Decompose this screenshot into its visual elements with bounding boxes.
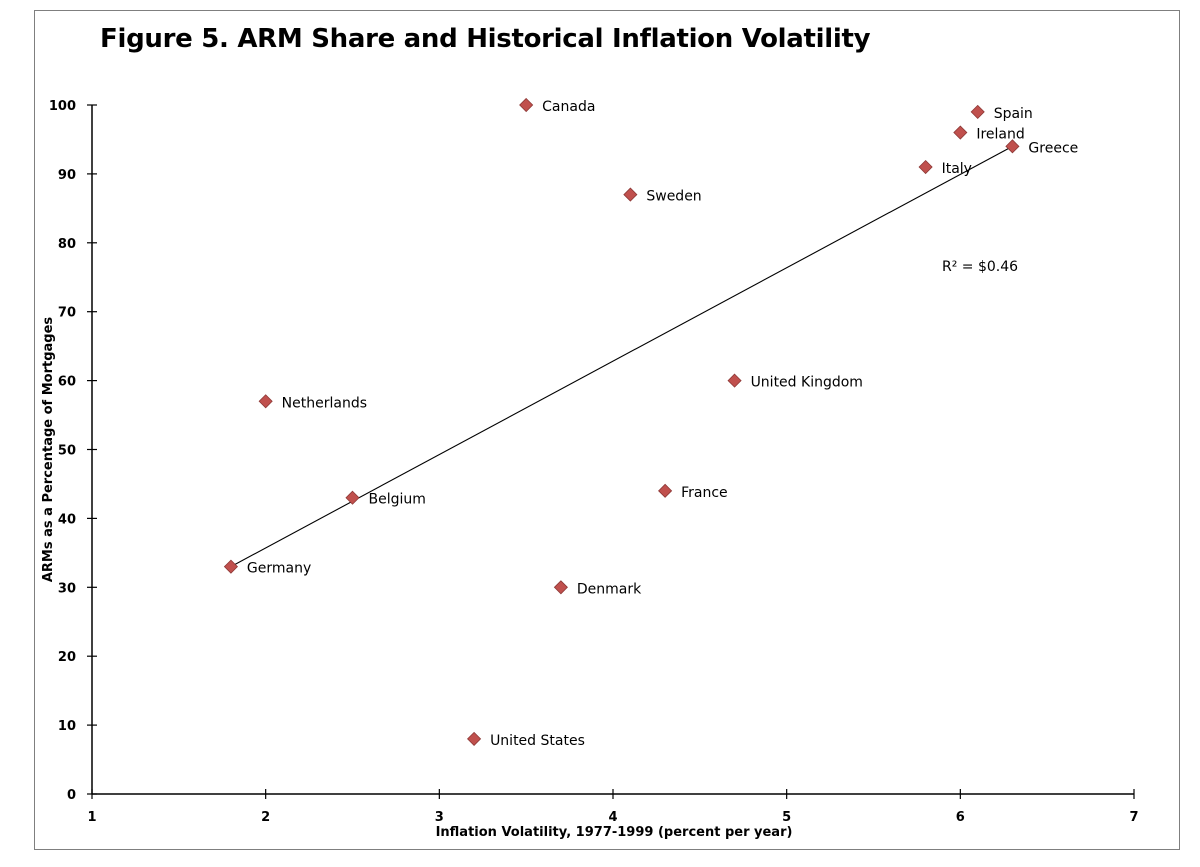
- x-tick-label: 1: [87, 810, 96, 825]
- data-point-marker: [258, 394, 273, 409]
- data-point-label: United States: [490, 733, 585, 749]
- data-point-marker: [467, 731, 482, 746]
- data-point-label: Spain: [994, 106, 1033, 122]
- data-point-marker: [1005, 139, 1020, 154]
- data-point-label: Denmark: [577, 581, 642, 597]
- x-tick-label: 4: [608, 810, 617, 825]
- data-point-label: Greece: [1028, 140, 1078, 156]
- data-point-label: Sweden: [646, 189, 701, 205]
- y-tick-label: 30: [58, 581, 76, 596]
- y-tick-label: 40: [58, 512, 76, 527]
- data-point-label: United Kingdom: [751, 375, 863, 391]
- data-point-label: Canada: [542, 99, 595, 115]
- y-tick-label: 70: [58, 306, 76, 321]
- y-tick-label: 100: [49, 99, 76, 114]
- y-tick-label: 90: [58, 168, 76, 183]
- data-point-marker: [519, 97, 534, 113]
- x-tick-label: 2: [261, 810, 270, 825]
- data-point-label: Germany: [247, 561, 311, 577]
- x-tick-label: 6: [956, 810, 965, 825]
- x-tick-label: 3: [435, 810, 444, 825]
- data-point-label: Italy: [942, 161, 972, 177]
- data-point-marker: [658, 483, 673, 498]
- y-tick-label: 50: [58, 444, 76, 459]
- trendline: [230, 145, 1013, 568]
- data-point-marker: [953, 125, 968, 140]
- data-point-marker: [727, 373, 742, 388]
- data-point-marker: [345, 490, 360, 505]
- data-point-label: Netherlands: [282, 395, 367, 411]
- data-point-marker: [553, 580, 568, 595]
- data-point-marker: [918, 159, 933, 175]
- data-point-marker: [623, 187, 638, 202]
- chart-title: Figure 5. ARM Share and Historical Infla…: [100, 24, 871, 54]
- data-point-label: France: [681, 485, 728, 501]
- x-axis-label: Inflation Volatility, 1977-1999 (percent…: [436, 825, 793, 840]
- y-tick-label: 20: [58, 650, 76, 665]
- data-point-marker: [223, 559, 238, 574]
- y-tick-label: 60: [58, 375, 76, 390]
- x-tick-label: 5: [782, 810, 791, 825]
- x-tick-label: 7: [1129, 810, 1138, 825]
- chart-frame: [34, 10, 1180, 850]
- data-point-label: Ireland: [976, 127, 1024, 143]
- data-point-label: Belgium: [369, 492, 426, 508]
- y-axis-label: ARMs as a Percentage of Mortgages: [41, 317, 56, 583]
- r-squared-annotation: R² = $0.46: [942, 259, 1018, 275]
- axes: 0 10 20 30 40 50 60 70 80 90 100 1 2 3 4 5 6 7: [49, 99, 1139, 825]
- y-tick-label: 80: [58, 237, 76, 252]
- y-tick-label: 10: [58, 719, 76, 734]
- data-point-marker: [970, 104, 985, 119]
- trendline-group: [230, 145, 1013, 568]
- y-tick-label: 0: [67, 788, 76, 803]
